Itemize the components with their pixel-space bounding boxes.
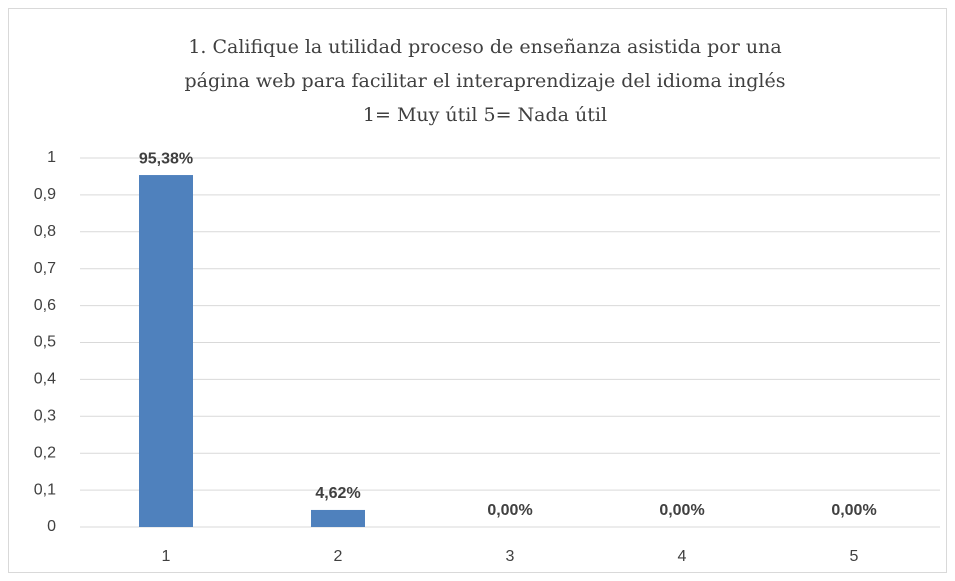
y-tick-label: 0,9 [34, 186, 56, 203]
chart-title: 1= Muy útil 5= Nada útil [363, 104, 607, 126]
bar [311, 509, 365, 527]
y-tick-label: 0,3 [34, 408, 56, 425]
y-tick-label: 0,1 [34, 481, 56, 498]
chart-title: página web para facilitar el interaprend… [185, 70, 786, 92]
bar [139, 175, 193, 528]
value-label: 95,38% [139, 150, 193, 167]
x-tick-label: 3 [506, 548, 515, 565]
y-tick-label: 0 [47, 518, 56, 535]
y-tick-label: 0,7 [34, 260, 56, 277]
value-label: 4,62% [315, 485, 360, 502]
x-tick-label: 4 [678, 548, 687, 565]
value-label: 0,00% [487, 502, 532, 519]
value-label: 0,00% [831, 502, 876, 519]
y-tick-label: 0,5 [34, 334, 56, 351]
y-tick-label: 0,4 [34, 371, 56, 388]
value-label: 0,00% [659, 502, 704, 519]
x-tick-label: 1 [162, 548, 171, 565]
y-tick-label: 1 [47, 149, 56, 166]
y-tick-label: 0,8 [34, 223, 56, 240]
y-tick-label: 0,6 [34, 297, 56, 314]
x-tick-label: 2 [334, 548, 343, 565]
chart-title: 1. Califique la utilidad proceso de ense… [188, 36, 781, 58]
y-tick-label: 0,2 [34, 444, 56, 461]
x-tick-label: 5 [850, 548, 859, 565]
